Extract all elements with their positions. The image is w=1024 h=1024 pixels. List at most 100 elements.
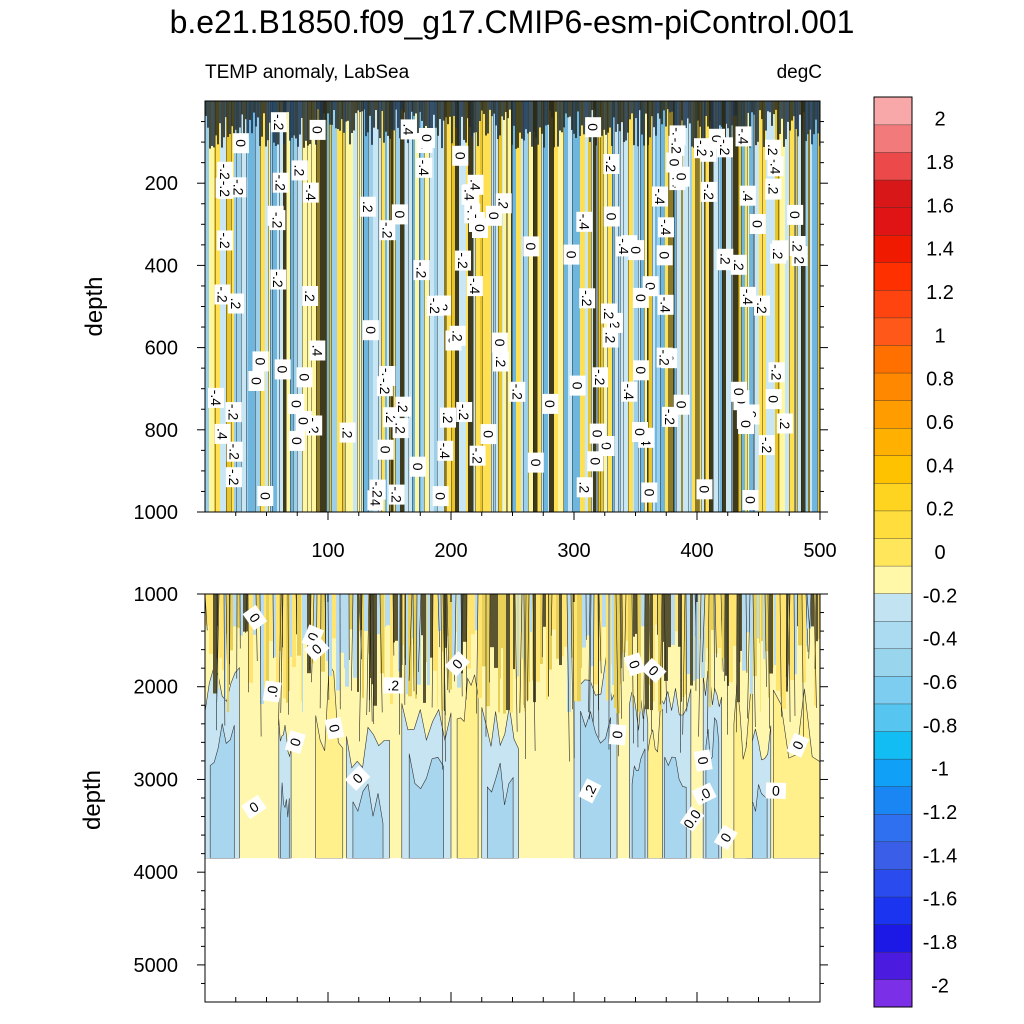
lower-upper-streak xyxy=(362,594,364,698)
colorbar-swatch xyxy=(873,703,913,732)
upper-stripe xyxy=(733,101,738,512)
lower-upper-streak xyxy=(546,594,548,700)
upper-contour-line xyxy=(732,101,733,512)
lower-upper-streak xyxy=(264,594,266,695)
upper-contour-line xyxy=(523,101,524,512)
upper-surface-band xyxy=(779,101,781,135)
colorbar-label: -0.4 xyxy=(923,629,957,651)
upper-stripe xyxy=(695,101,699,512)
upper-surface-band xyxy=(385,101,387,132)
upper-contour-line xyxy=(297,101,298,512)
lower-upper-streak xyxy=(467,594,471,669)
lower-contour-line xyxy=(278,594,282,726)
upper-contour-label-text: 0 xyxy=(248,377,264,385)
upper-contour-label-box xyxy=(230,177,247,198)
lower-upper-streak xyxy=(663,594,664,642)
upper-contour-label-box xyxy=(765,139,781,160)
upper-surface-band xyxy=(815,101,817,120)
upper-surface-band xyxy=(777,101,779,146)
upper-surface-band xyxy=(521,101,523,139)
upper-stripe xyxy=(718,101,720,512)
upper-surface-band xyxy=(389,101,391,139)
lower-upper-streak xyxy=(402,594,404,645)
upper-stripe xyxy=(683,101,688,512)
lower-upper-streak xyxy=(286,594,288,703)
lower-upper-streak xyxy=(400,594,402,681)
upper-surface-band xyxy=(339,101,341,131)
upper-surface-band xyxy=(681,101,683,121)
upper-surface-band xyxy=(775,101,777,110)
upper-surface-band xyxy=(771,101,773,126)
colorbar-swatch xyxy=(873,924,913,953)
lower-contour-label: 0 xyxy=(444,651,471,677)
upper-contour-line xyxy=(722,101,723,512)
upper-stripe xyxy=(575,101,580,512)
upper-contour-label-box xyxy=(295,411,312,431)
upper-stripe xyxy=(357,101,359,512)
lower-upper-streak xyxy=(609,594,611,695)
upper-stripe xyxy=(342,101,345,512)
lower-upper-streak xyxy=(695,594,696,638)
upper-surface-band xyxy=(229,101,231,135)
upper-contour-label-text: -.2 xyxy=(217,232,233,249)
upper-stripe xyxy=(810,101,812,512)
upper-stripe xyxy=(789,101,794,512)
upper-contour-label-box xyxy=(208,387,224,408)
upper-contour-label-text: .4 xyxy=(462,189,478,201)
lower-upper-streak xyxy=(582,594,586,648)
lower-upper-streak xyxy=(662,594,663,674)
upper-surface-band xyxy=(617,101,619,124)
lower-upper-streak xyxy=(611,594,612,665)
upper-contour-label-text: -.4 xyxy=(736,128,752,145)
upper-stripe xyxy=(726,101,731,512)
upper-contour-label-box xyxy=(449,325,466,346)
upper-surface-band xyxy=(657,101,659,114)
upper-contour-line xyxy=(331,101,332,512)
upper-contour-label: 0 xyxy=(485,205,502,226)
upper-contour-label-text: .2 xyxy=(777,418,793,430)
upper-stripe xyxy=(771,101,775,512)
lower-upper-streak xyxy=(423,594,426,703)
upper-contour-label-box xyxy=(569,375,586,396)
upper-surface-band xyxy=(807,101,809,135)
lower-upper-streak xyxy=(224,594,226,700)
upper-contour-label: .2 xyxy=(765,178,782,199)
upper-surface-band xyxy=(429,101,431,148)
upper-stripe xyxy=(521,101,523,512)
lower-upper-streak xyxy=(380,594,384,674)
lower-upper-streak xyxy=(442,594,443,652)
upper-stripe xyxy=(493,101,495,512)
upper-surface-band xyxy=(801,101,803,131)
lower-contour-line xyxy=(327,594,330,700)
upper-stripe xyxy=(209,101,214,512)
upper-contour-label-box xyxy=(632,422,648,442)
upper-surface-band xyxy=(715,101,717,142)
lower-upper-streak xyxy=(658,594,662,712)
upper-contour-line xyxy=(541,101,542,512)
upper-surface-band xyxy=(377,101,379,130)
lower-upper-streak xyxy=(414,594,415,678)
upper-contour-label-text: 0 xyxy=(787,211,803,219)
upper-surface-band xyxy=(571,101,573,130)
lower-upper-streak xyxy=(398,594,400,672)
upper-stripe xyxy=(690,101,692,512)
lower-upper-streak xyxy=(725,594,727,676)
lower-upper-streak xyxy=(345,594,349,687)
upper-contour-label-text: 0 xyxy=(633,366,649,374)
lower-contour-label: 0 xyxy=(786,732,810,758)
upper-contour-label-box xyxy=(740,286,756,307)
lower-upper-streak xyxy=(523,594,524,706)
colorbar-label: 1.6 xyxy=(926,195,954,217)
upper-contour-label-box xyxy=(730,254,747,275)
upper-contour-label-text: .2 xyxy=(493,356,509,368)
lower-upper-streak xyxy=(430,594,433,658)
upper-stripe xyxy=(363,101,364,512)
lower-upper-streak xyxy=(475,594,478,631)
lower-contour-line xyxy=(702,594,706,663)
lower-contour-label-box xyxy=(608,724,627,746)
lower-upper-streak xyxy=(760,594,761,712)
lower-contour-line xyxy=(707,594,710,734)
upper-contour-label-text: 0 xyxy=(641,489,657,497)
upper-contour-label-text: -.4 xyxy=(416,160,432,177)
upper-surface-band xyxy=(569,101,571,117)
